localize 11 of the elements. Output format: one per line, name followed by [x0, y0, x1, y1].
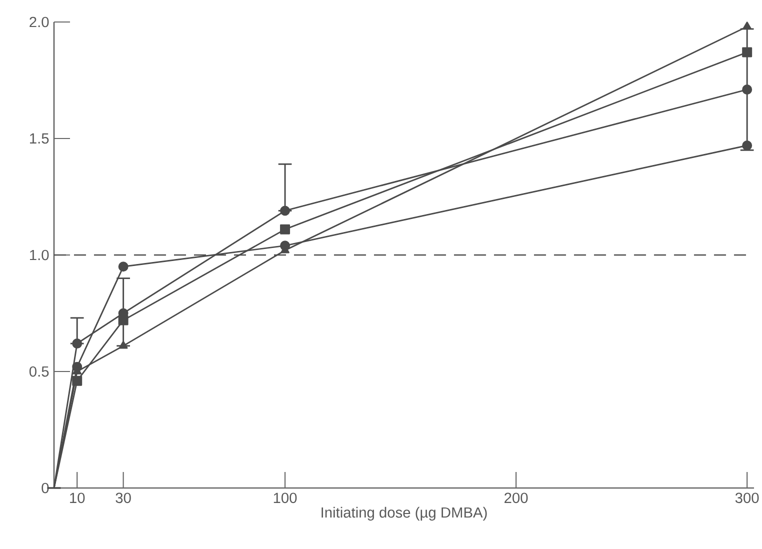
x-tick-label: 10	[70, 492, 85, 504]
x-tick-label: 200	[504, 492, 528, 504]
y-tick-label: 0.5	[29, 366, 49, 377]
y-tick-label: 2.0	[30, 16, 49, 28]
x-tick-label: 30	[116, 492, 131, 504]
x-tick-label: 100	[274, 492, 297, 504]
y-tick-label: 1.0	[30, 250, 49, 260]
y-tick-label: 0	[42, 482, 49, 494]
x-axis-title: Initiating dose (µg DMBA)	[322, 506, 487, 521]
y-tick-label: 1.5	[30, 133, 49, 144]
x-tick-label: 300	[735, 492, 759, 504]
